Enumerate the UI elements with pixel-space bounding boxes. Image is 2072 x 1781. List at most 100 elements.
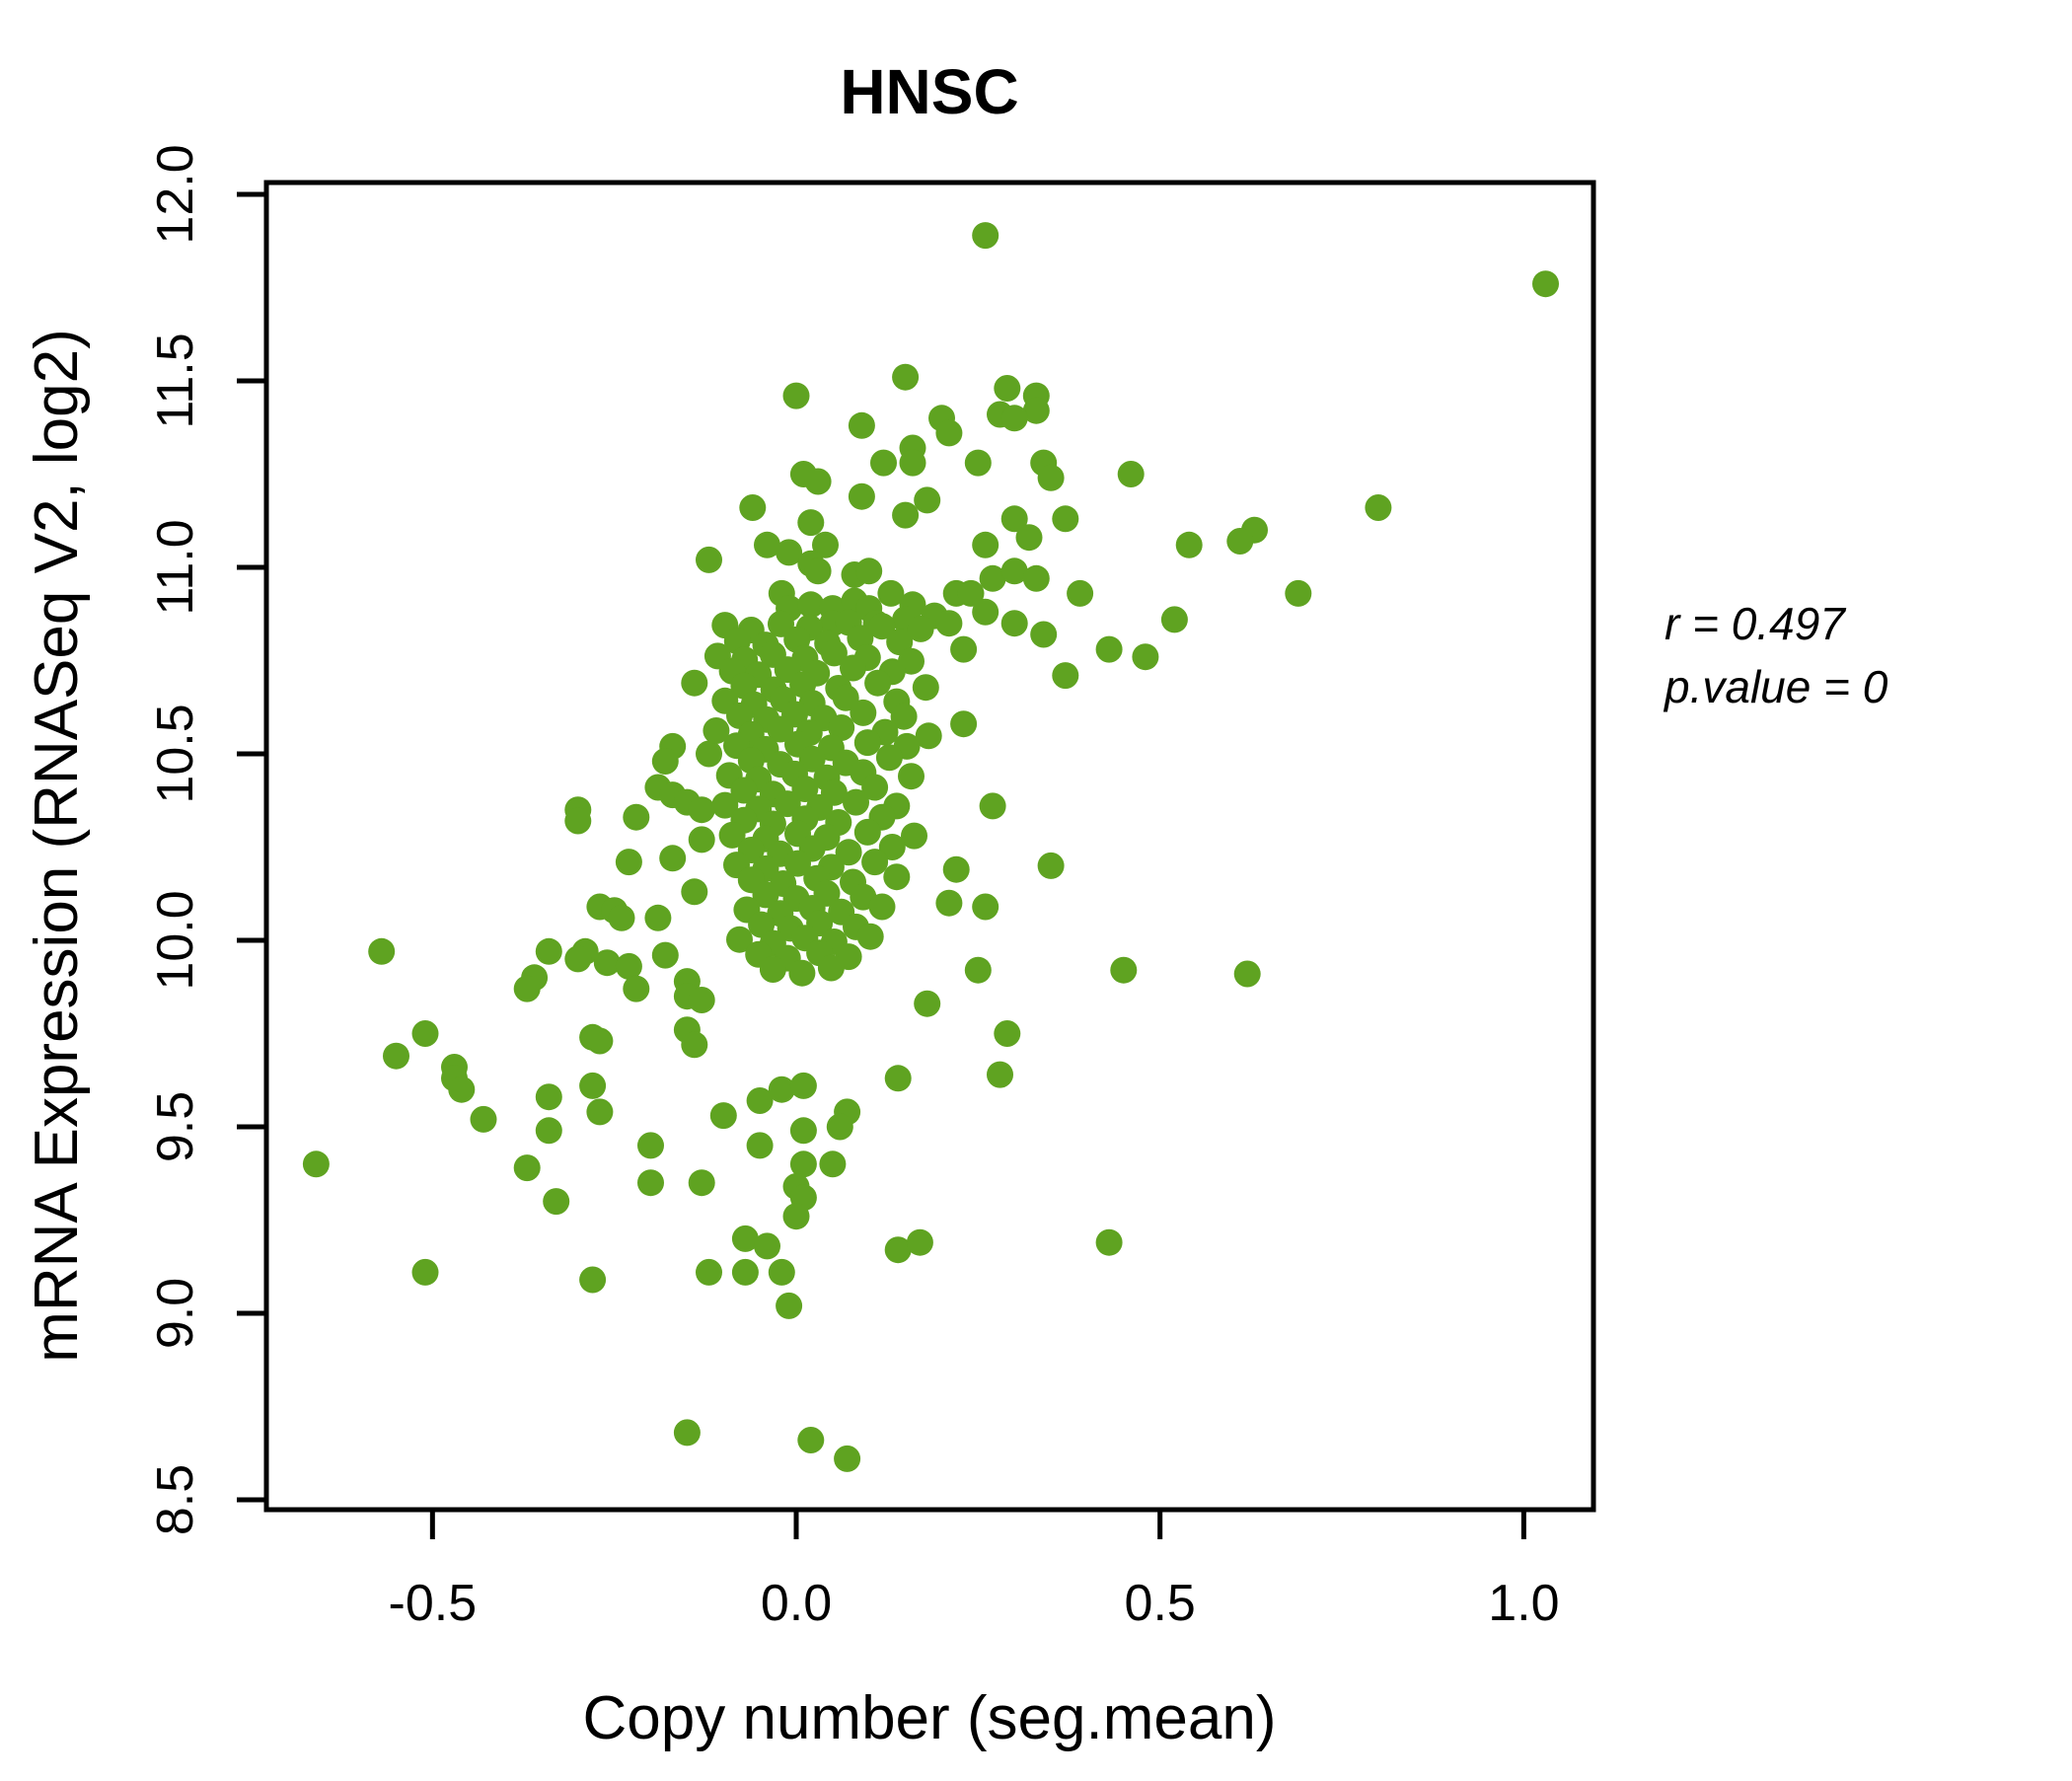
data-point (302, 1150, 330, 1178)
data-point (754, 531, 780, 558)
data-point (752, 881, 779, 909)
scatter-points-layer (302, 222, 1559, 1472)
data-point (718, 821, 746, 849)
data-point (798, 745, 826, 773)
data-point (877, 579, 905, 607)
y-axis-title: mRNA Expression (RNASeq V2, log2) (23, 329, 91, 1363)
data-point (915, 722, 942, 750)
data-point (448, 1076, 476, 1103)
data-point (776, 1292, 803, 1319)
data-point (535, 1083, 562, 1111)
data-point (870, 449, 897, 477)
data-point (994, 1020, 1021, 1047)
correlation-annotation-r: r = 0.497 (1665, 598, 1846, 649)
data-point (593, 949, 621, 977)
data-point (681, 1031, 708, 1059)
data-point (912, 674, 939, 702)
data-point (579, 1072, 607, 1099)
data-point (1022, 564, 1050, 592)
data-point (1095, 1228, 1123, 1256)
data-point (1175, 531, 1203, 558)
data-point (644, 904, 672, 931)
data-point (1000, 505, 1028, 533)
data-point (730, 777, 758, 804)
correlation-annotation-pvalue: p.value = 0 (1663, 661, 1888, 712)
data-point (906, 1228, 933, 1256)
y-tick-label: 10.0 (147, 890, 204, 990)
data-point (470, 1105, 497, 1133)
data-point (950, 635, 978, 663)
data-point (1110, 956, 1138, 984)
data-point (383, 1042, 409, 1070)
data-point (709, 1102, 737, 1130)
x-axis-title: Copy number (seg.mean) (583, 1684, 1277, 1752)
data-point (789, 1150, 817, 1178)
data-point (1095, 635, 1123, 663)
data-point (972, 531, 999, 558)
data-point (1000, 405, 1028, 432)
data-point (688, 796, 715, 824)
data-point (914, 990, 941, 1017)
data-point (1067, 579, 1094, 607)
data-point (782, 1203, 810, 1230)
data-point (843, 788, 869, 816)
data-point (411, 1020, 439, 1047)
data-point (768, 1076, 795, 1103)
data-point (797, 1427, 825, 1453)
plot-box-border (263, 180, 1596, 1513)
data-point (1160, 606, 1188, 633)
data-point (711, 791, 739, 819)
data-point (782, 382, 810, 409)
data-point (681, 878, 708, 906)
data-point (890, 703, 918, 730)
data-point (579, 1266, 607, 1294)
y-tick-label: 11.0 (147, 519, 204, 615)
data-point (535, 937, 562, 965)
data-point (942, 855, 970, 883)
data-point (886, 629, 914, 656)
data-point (726, 926, 753, 953)
data-point (623, 975, 650, 1002)
data-point (543, 1188, 570, 1216)
data-point (788, 959, 816, 987)
data-point (875, 744, 903, 772)
data-point (1000, 610, 1028, 637)
data-point (688, 826, 715, 853)
y-tick-label: 9.5 (147, 1091, 204, 1162)
data-point (776, 539, 803, 566)
data-point (892, 501, 920, 529)
data-point (1052, 662, 1079, 690)
x-tick-label: -0.5 (389, 1575, 478, 1632)
data-point (637, 1169, 664, 1197)
data-point (853, 818, 881, 846)
y-tick-label: 12.0 (147, 144, 204, 244)
data-point (848, 411, 875, 439)
data-point (817, 954, 845, 982)
data-point (564, 807, 592, 835)
data-point (935, 610, 963, 637)
data-point (759, 956, 786, 983)
data-point (979, 792, 1006, 820)
data-point (820, 639, 848, 667)
data-point (651, 748, 679, 775)
data-point (368, 937, 396, 965)
data-point (812, 531, 839, 558)
data-point (892, 363, 920, 391)
data-point (914, 486, 941, 514)
data-point (754, 1232, 780, 1260)
y-tick-label: 10.5 (147, 704, 204, 803)
data-point (688, 1169, 715, 1197)
data-point (972, 598, 999, 626)
data-point (1000, 557, 1028, 585)
data-point (731, 1224, 759, 1252)
data-point (767, 715, 794, 743)
data-point (789, 1117, 817, 1145)
data-point (746, 1087, 774, 1114)
data-point (513, 1154, 541, 1182)
data-point (907, 615, 934, 642)
data-point (868, 893, 896, 921)
data-point (615, 849, 642, 876)
data-point (1226, 528, 1254, 555)
data-point (826, 1113, 853, 1141)
data-point (731, 1258, 759, 1286)
